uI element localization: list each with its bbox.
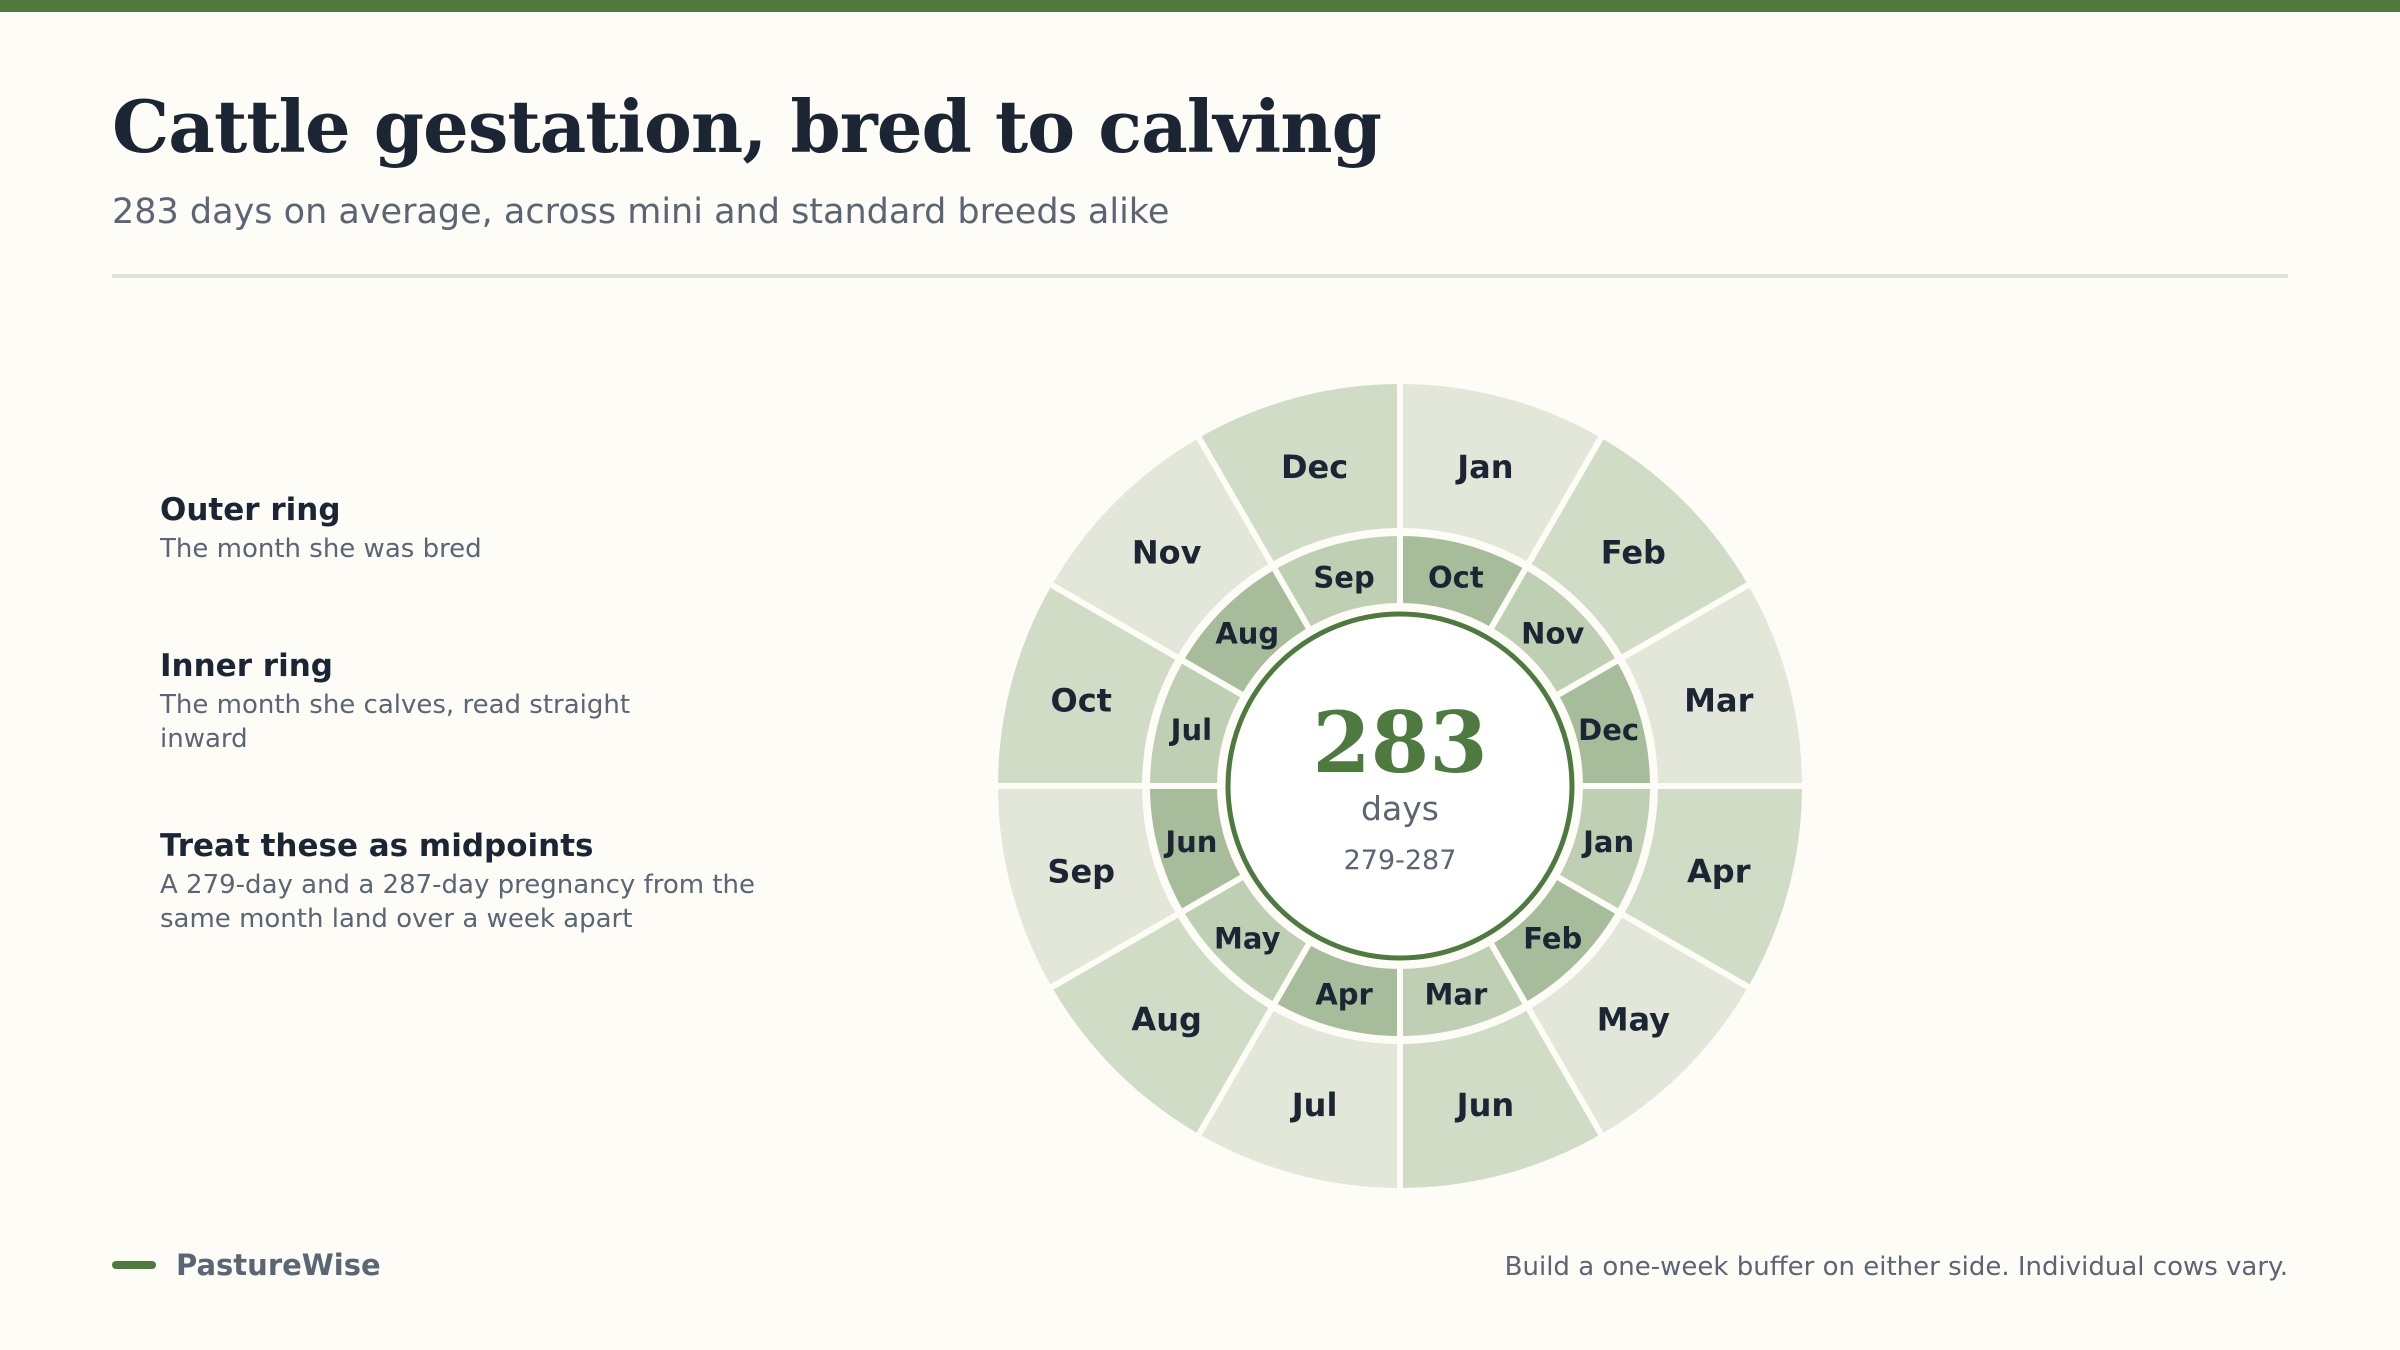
outer-ring-label-aug: Aug	[1131, 1000, 1201, 1038]
center-days-value: 283	[1312, 693, 1487, 792]
page-title: Cattle gestation, bred to calving	[112, 84, 1382, 169]
legend-description-line: same month land over a week apart	[160, 904, 633, 934]
outer-ring-label-dec: Dec	[1281, 448, 1348, 486]
legend-description: A 279-day and a 287-day pregnancy from t…	[160, 868, 760, 936]
center-days-range: 279-287	[1344, 845, 1457, 876]
inner-ring-label-mar: Mar	[1425, 978, 1488, 1012]
inner-ring-label-aug: Aug	[1215, 616, 1279, 650]
legend-title: Treat these as midpoints	[160, 828, 594, 864]
inner-ring-label-jul: Jul	[1169, 713, 1212, 747]
inner-ring-label-dec: Dec	[1578, 713, 1639, 747]
inner-ring-label-feb: Feb	[1523, 922, 1582, 956]
outer-ring-label-sep: Sep	[1047, 852, 1115, 890]
header-divider	[112, 274, 2288, 278]
legend-description-line: inward	[160, 724, 248, 754]
legend-item-outer-ring: Outer ring The month she was bred	[160, 490, 760, 566]
inner-ring-label-jun: Jun	[1163, 825, 1217, 859]
inner-ring-label-may: May	[1214, 922, 1281, 956]
inner-ring-label-apr: Apr	[1315, 978, 1373, 1012]
center-circle	[1225, 611, 1575, 961]
legend-description-line: The month she was bred	[160, 534, 482, 564]
wheel-segments: Jan Feb Mar Apr May Jun Jul Aug Sep Oct Nov Dec Oct N…	[991, 377, 1809, 1195]
brand-mark	[112, 1261, 156, 1269]
outer-ring-label-apr: Apr	[1687, 852, 1751, 890]
inner-ring-label-sep: Sep	[1313, 560, 1374, 594]
inner-ring-label-jan: Jan	[1581, 825, 1634, 859]
top-accent-bar	[0, 0, 2400, 12]
outer-ring-label-jan: Jan	[1455, 448, 1513, 486]
outer-ring-label-oct: Oct	[1051, 682, 1112, 720]
legend-description-line: The month she calves, read straight	[160, 690, 631, 720]
legend-title: Outer ring	[160, 492, 341, 528]
legend-description: The month she was bred	[160, 532, 760, 566]
legend-item-inner-ring: Inner ring The month she calves, read st…	[160, 646, 760, 756]
outer-ring-label-nov: Nov	[1132, 534, 1202, 572]
outer-ring-label-jul: Jul	[1290, 1086, 1338, 1124]
footer-note: Build a one-week buffer on either side. …	[1504, 1252, 2288, 1282]
legend-description: The month she calves, read straight inwa…	[160, 688, 760, 756]
outer-ring-label-mar: Mar	[1684, 682, 1753, 720]
outer-ring-label-may: May	[1597, 1000, 1670, 1038]
page-subtitle: 283 days on average, across mini and sta…	[112, 192, 1170, 232]
legend-title: Inner ring	[160, 648, 333, 684]
brand-name: PastureWise	[176, 1248, 381, 1282]
legend-item-midpoints: Treat these as midpoints A 279-day and a…	[160, 826, 760, 936]
center-days-unit: days	[1361, 789, 1439, 828]
inner-ring-segment-sep	[1269, 529, 1403, 635]
inner-ring-label-nov: Nov	[1521, 616, 1584, 650]
inner-ring-label-oct: Oct	[1428, 560, 1484, 594]
outer-ring-label-feb: Feb	[1601, 534, 1666, 572]
legend-description-line: A 279-day and a 287-day pregnancy from t…	[160, 870, 756, 900]
outer-ring-label-jun: Jun	[1455, 1086, 1514, 1124]
